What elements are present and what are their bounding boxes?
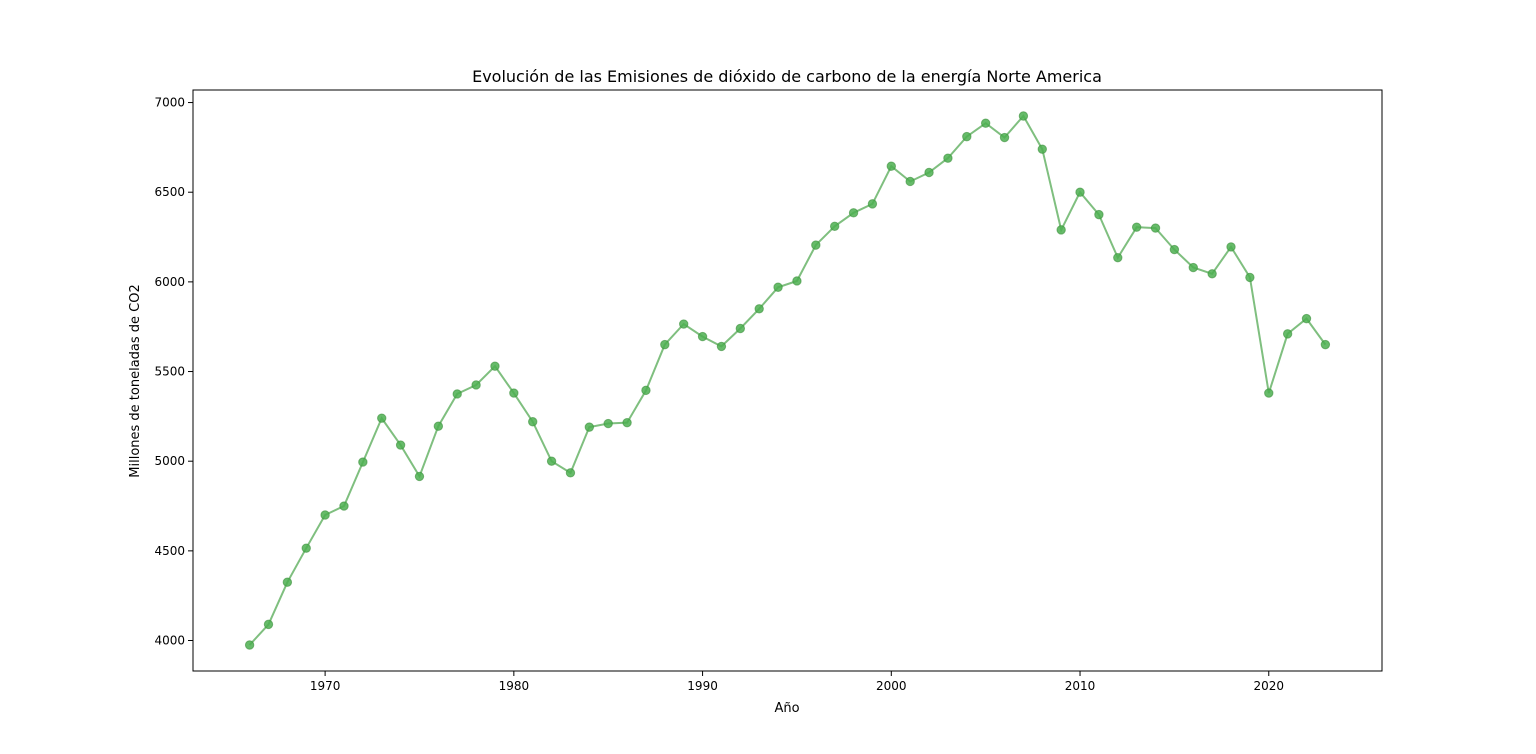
y-tick-label: 5000	[154, 454, 185, 468]
data-point	[980, 118, 991, 128]
data-point	[1037, 144, 1047, 154]
x-tick-label: 2010	[1065, 679, 1096, 693]
data-point	[1301, 313, 1312, 324]
x-axis-label: Año	[774, 701, 799, 716]
data-point	[244, 640, 255, 650]
data-point	[1320, 339, 1331, 350]
x-tick-label: 1980	[499, 679, 530, 693]
x-tick-label: 1990	[687, 679, 718, 693]
data-point	[716, 341, 727, 352]
series-line	[248, 114, 1327, 646]
data-point	[1131, 222, 1142, 232]
y-tick-label: 4500	[154, 544, 185, 558]
data-point	[886, 161, 897, 171]
y-axis-ticks: 4000 4500 5000 5500 6000 6500 7000	[154, 96, 193, 648]
y-axis-label: Millones de toneladas de CO2	[128, 284, 143, 477]
data-point	[414, 471, 425, 482]
data-point	[1264, 388, 1274, 398]
data-point	[452, 389, 462, 399]
data-point	[565, 468, 576, 478]
y-tick-label: 4000	[154, 634, 185, 648]
data-point	[792, 276, 802, 286]
data-point	[1113, 252, 1123, 263]
y-tick-label: 7000	[154, 96, 185, 110]
data-point	[867, 199, 878, 209]
data-point	[735, 323, 746, 334]
data-point	[546, 456, 557, 466]
data-point	[1094, 209, 1104, 220]
data-point	[754, 304, 764, 314]
data-point	[1282, 329, 1293, 339]
x-axis-ticks: 1970 1980 1990 2000 2010 2020	[310, 671, 1284, 693]
data-point	[1150, 223, 1161, 233]
data-point	[301, 543, 311, 553]
data-point	[678, 319, 689, 329]
data-point	[320, 510, 330, 520]
data-point	[622, 417, 632, 428]
data-point	[471, 380, 481, 390]
data-point	[1018, 111, 1029, 121]
x-tick-label: 2020	[1253, 679, 1284, 693]
data-point	[641, 385, 651, 396]
data-point	[339, 501, 349, 511]
y-tick-label: 6000	[154, 275, 185, 289]
data-point	[263, 619, 274, 630]
data-point	[1169, 244, 1180, 255]
data-point	[999, 132, 1010, 143]
data-point	[377, 413, 387, 423]
data-points	[244, 111, 1331, 650]
data-point	[1075, 187, 1085, 197]
data-point	[395, 440, 406, 450]
data-point	[584, 422, 595, 432]
data-point	[509, 388, 519, 398]
data-point	[433, 421, 444, 431]
data-point	[1207, 269, 1217, 279]
data-point	[829, 221, 840, 231]
data-point	[924, 167, 934, 178]
data-point	[282, 577, 293, 587]
data-point	[1188, 262, 1198, 273]
data-point	[358, 457, 368, 467]
data-point	[660, 339, 670, 350]
plot-frame	[192, 89, 1383, 672]
x-tick-label: 2000	[876, 679, 907, 693]
data-point	[848, 208, 859, 218]
data-point	[962, 131, 972, 142]
x-tick-label: 1970	[310, 679, 341, 693]
data-point	[811, 240, 821, 250]
data-point	[697, 331, 708, 342]
data-point	[773, 282, 783, 292]
data-point	[1226, 242, 1236, 252]
data-point	[528, 417, 538, 427]
y-tick-label: 6500	[154, 185, 185, 199]
data-point	[905, 176, 915, 187]
data-point	[490, 361, 500, 371]
y-tick-label: 5500	[154, 365, 185, 379]
data-point	[603, 418, 613, 429]
data-point	[1245, 272, 1255, 283]
data-point	[943, 153, 953, 163]
data-point	[1056, 225, 1066, 235]
chart-title: Evolución de las Emisiones de dióxido de…	[472, 67, 1102, 86]
